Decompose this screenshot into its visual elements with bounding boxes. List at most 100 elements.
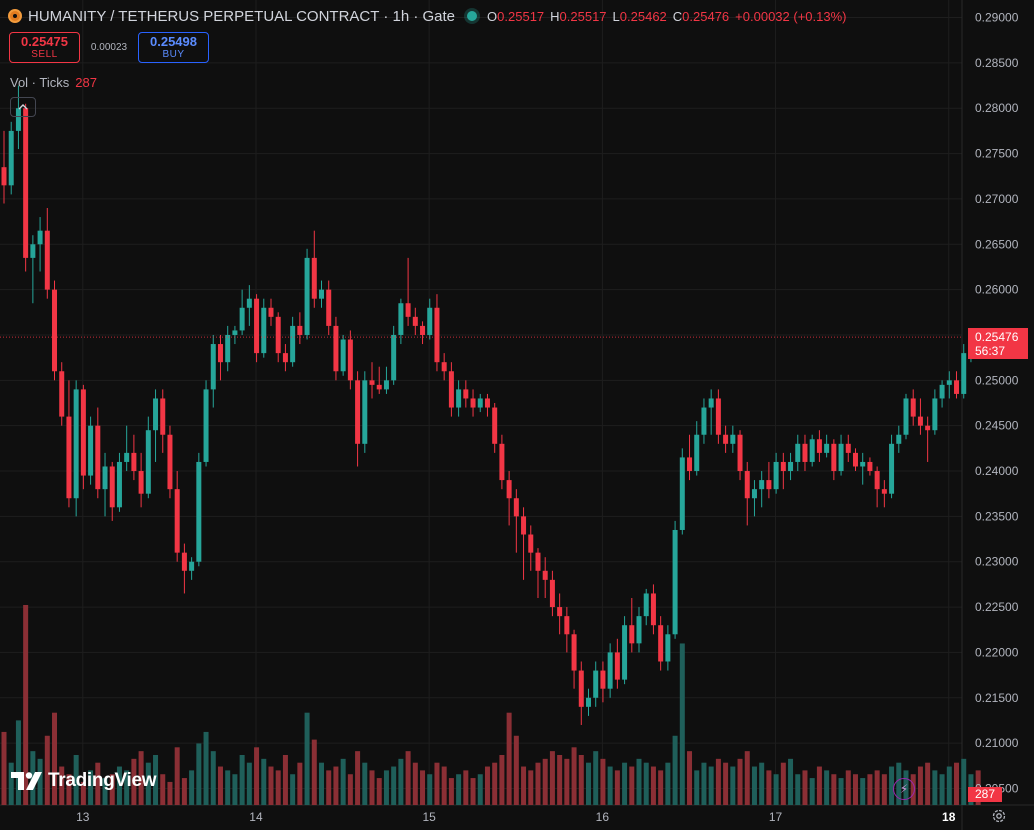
volume-bar <box>643 762 649 805</box>
candle-body <box>398 303 404 335</box>
volume-bar <box>701 762 707 805</box>
volume-bar <box>383 770 389 805</box>
candle-body <box>326 289 332 326</box>
candle-body <box>737 434 743 472</box>
candle-body <box>23 108 29 258</box>
candle-body <box>254 298 260 354</box>
time-tick-label: 14 <box>249 810 263 824</box>
candle-body <box>52 289 58 372</box>
sell-button[interactable]: 0.25475 SELL <box>9 32 80 63</box>
volume-bar <box>470 778 476 805</box>
price-tick-label: 0.26500 <box>975 237 1019 251</box>
candle-body <box>102 466 108 490</box>
candle-body <box>751 489 757 499</box>
live-dot-icon <box>467 11 478 21</box>
time-axis[interactable]: 13141516171819 <box>76 810 1034 824</box>
volume-bar <box>824 770 830 805</box>
volume-bar <box>405 751 411 805</box>
price-tick-label: 0.21500 <box>975 691 1019 705</box>
candle-body <box>946 380 952 385</box>
gear-icon[interactable] <box>990 807 1008 825</box>
time-tick-label: 18 <box>942 810 956 824</box>
candle-body <box>412 316 418 326</box>
tradingview-logo-text: TradingView <box>48 770 157 791</box>
volume-bar <box>8 762 14 805</box>
volume-bar <box>932 770 938 805</box>
volume-bar <box>521 766 527 805</box>
symbol-title[interactable]: HUMANITY / TETHERUS PERPETUAL CONTRACT ·… <box>28 7 456 25</box>
candle-body <box>896 434 902 444</box>
volume-bar <box>860 778 866 805</box>
volume-bar <box>499 755 505 805</box>
candle-body <box>59 371 65 417</box>
trade-panel: 0.25475 SELL 0.00023 0.25498 BUY <box>9 32 209 63</box>
volume-bar <box>600 758 606 805</box>
volume-bar <box>311 739 317 805</box>
candle-body <box>578 670 584 707</box>
price-axis[interactable]: 0.29000 0.28500 0.28000 0.27500 0.27000 0.265… <box>975 11 1019 796</box>
candle-body <box>261 307 267 354</box>
candle-body <box>925 425 931 431</box>
volume-bar <box>925 762 931 805</box>
candle-body <box>549 579 555 608</box>
volume-bar <box>59 766 65 805</box>
candle-body <box>44 230 50 290</box>
volume-bar <box>636 758 642 805</box>
candle-body <box>181 552 187 571</box>
volume-bar <box>232 774 238 805</box>
volume-bar <box>874 770 880 805</box>
volume-bar <box>37 758 43 805</box>
buy-button[interactable]: 0.25498 BUY <box>138 32 209 63</box>
candle-body <box>860 461 866 467</box>
candle-body <box>607 652 613 689</box>
candle-body <box>528 534 534 553</box>
volume-bar <box>607 766 613 805</box>
candle-body <box>708 398 714 408</box>
candle-body <box>340 339 346 372</box>
volume-bar <box>658 770 664 805</box>
candle-body <box>824 443 830 453</box>
candle-body <box>160 398 166 435</box>
volume-bar <box>239 755 245 805</box>
volume-bar <box>138 751 144 805</box>
volume-bar <box>463 770 469 805</box>
ohlc-values: O0.25517 H0.25517 L0.25462 C0.25476 +0.0… <box>487 9 846 24</box>
volume-bar <box>585 762 591 805</box>
candle-body <box>499 443 505 481</box>
candle-body <box>788 461 794 472</box>
candle-body <box>95 425 101 490</box>
candle-body <box>542 570 548 580</box>
volume-bar <box>528 770 534 805</box>
volume-bar <box>788 758 794 805</box>
volume-bar <box>254 747 260 805</box>
candle-body <box>268 307 274 317</box>
volume-bar <box>629 766 635 805</box>
ohlc-key-open: O <box>487 8 498 24</box>
volume-bar <box>831 774 837 805</box>
volume-bar <box>542 758 548 805</box>
candle-body <box>730 434 736 444</box>
bar-countdown: 56:37 <box>975 344 1006 358</box>
volume-legend[interactable]: Vol · Ticks 287 <box>10 75 97 90</box>
volume-bar <box>15 720 21 805</box>
candle-body <box>8 130 14 186</box>
ohlc-high: 0.25517 <box>559 8 607 24</box>
humanity-logo-icon[interactable] <box>8 9 22 23</box>
candle-body <box>153 398 159 431</box>
candle-body <box>585 697 591 707</box>
volume-bar <box>881 774 887 805</box>
buy-price: 0.25498 <box>150 33 197 49</box>
buy-label: BUY <box>162 48 185 60</box>
candle-body <box>88 425 94 476</box>
candle-body <box>456 389 462 408</box>
tradingview-logo[interactable]: TradingView <box>11 770 157 792</box>
candle-body <box>773 461 779 490</box>
collapse-legend-button[interactable] <box>10 97 36 117</box>
volume-bar <box>217 766 223 805</box>
volume-bar <box>160 774 166 805</box>
candle-body <box>650 593 656 626</box>
candle-body <box>809 439 815 462</box>
lightning-icon[interactable]: ⚡ <box>893 778 915 800</box>
ohlc-open: 0.25517 <box>497 8 545 24</box>
